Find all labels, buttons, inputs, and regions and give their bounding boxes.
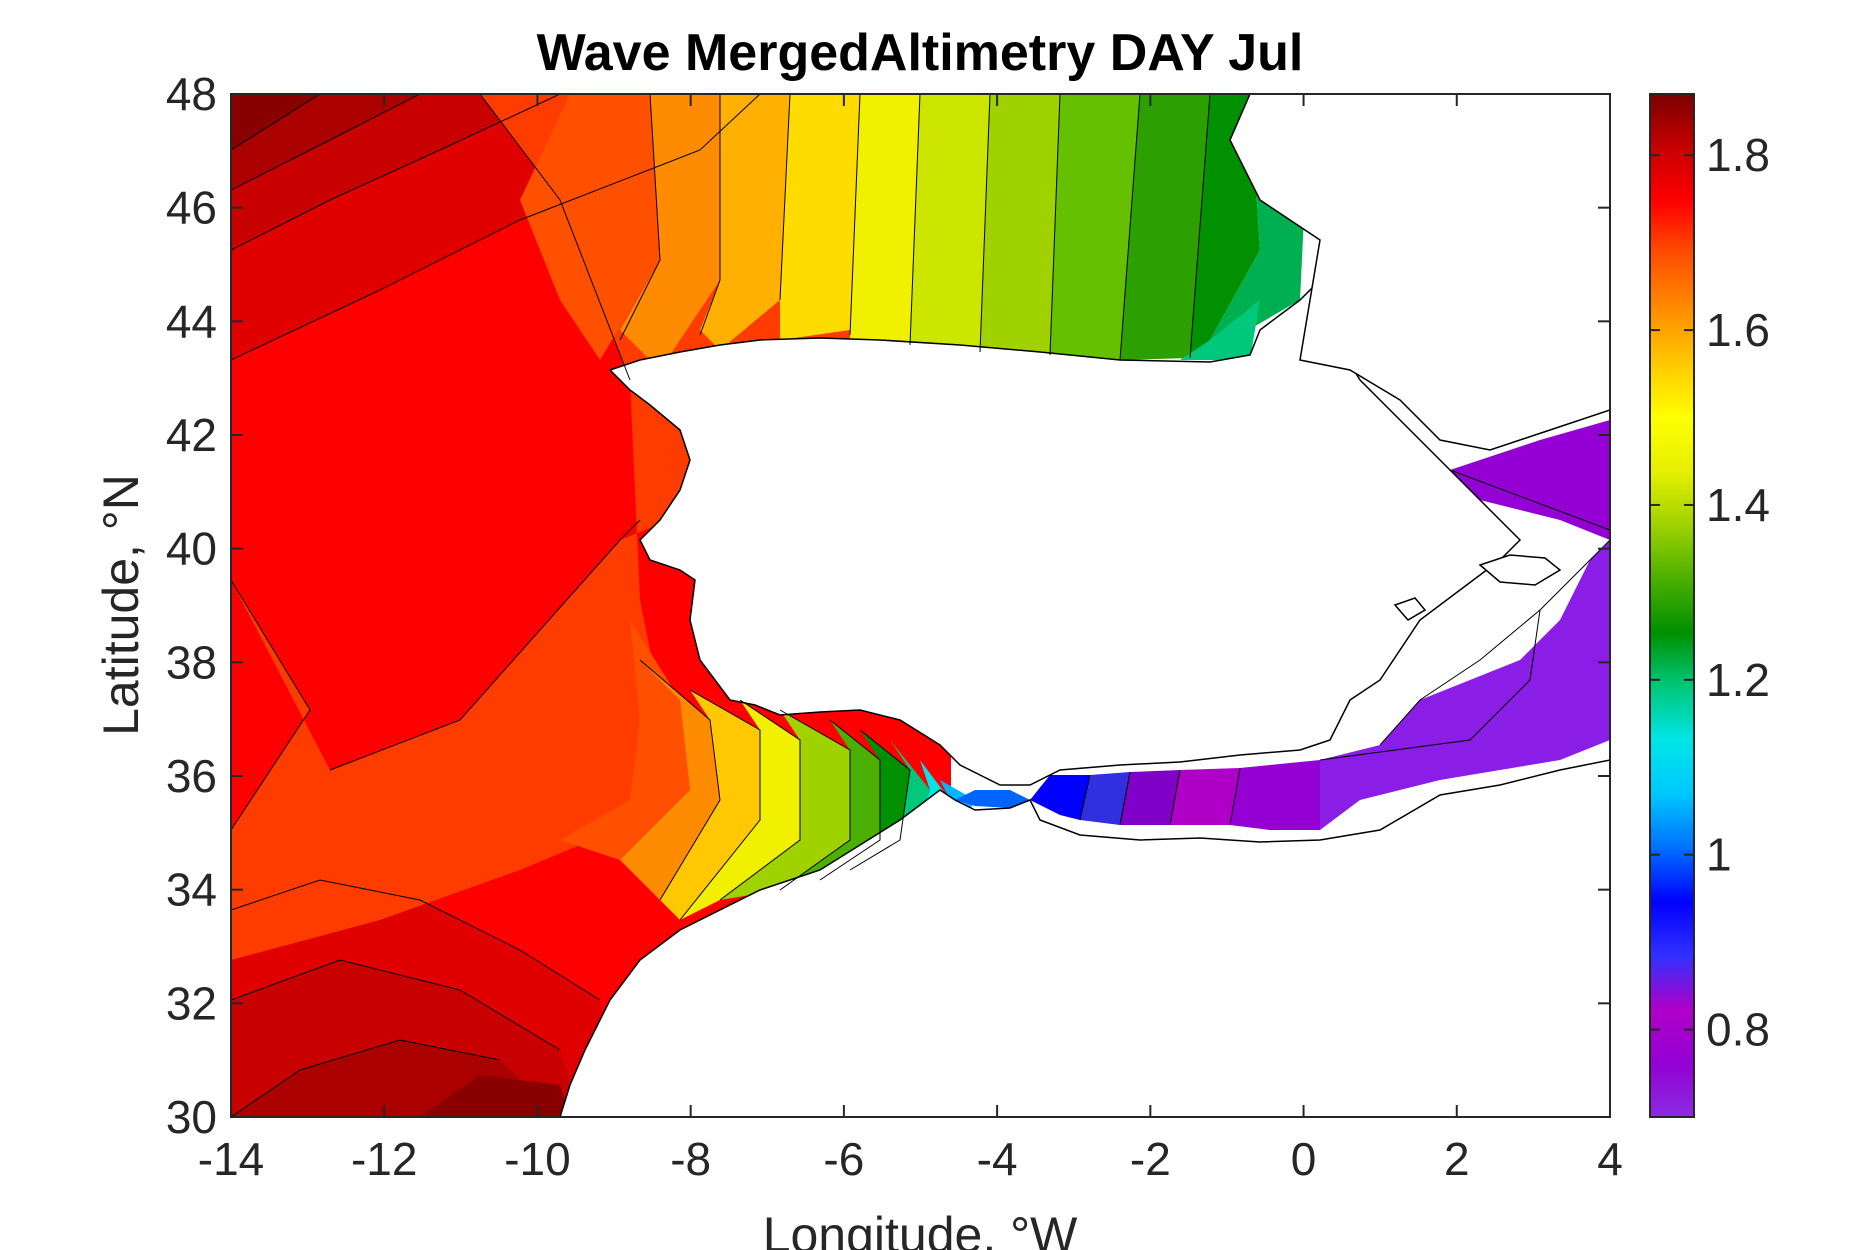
contour-band-alboran-5 <box>1230 760 1320 830</box>
contour-band-biscay-5 <box>850 94 920 345</box>
colorbar-tick-label: 1.2 <box>1706 654 1770 706</box>
contour-line <box>1169 769 1181 826</box>
contour-line <box>231 879 601 1001</box>
north-africa-land <box>558 759 1611 1118</box>
contour-band-cadiz-1 <box>560 620 690 860</box>
y-axis-label: Latitude, °N <box>93 474 149 736</box>
contour-line <box>231 94 561 251</box>
x-tick-label: -12 <box>351 1133 417 1185</box>
contour-line <box>719 699 801 901</box>
y-tick-label: 38 <box>166 636 217 688</box>
y-tick-label: 36 <box>166 750 217 802</box>
colorbar-tick-label: 1.6 <box>1706 304 1770 356</box>
contour-line <box>1049 94 1061 356</box>
y-tick-label: 42 <box>166 409 217 461</box>
contour-line <box>329 519 641 771</box>
contour-band-alboran-2 <box>1080 772 1130 825</box>
contour-line <box>1189 94 1211 359</box>
contour-band-cadiz-4 <box>680 700 800 920</box>
contour-band-cadiz-3 <box>660 690 760 920</box>
x-tick-label: -8 <box>670 1133 711 1185</box>
contour-band-biscay-1 <box>520 94 660 360</box>
contour-band-biscay-4 <box>780 94 860 340</box>
contour-line <box>1449 469 1610 531</box>
x-tick-label: -6 <box>823 1133 864 1185</box>
contour-line <box>231 1039 501 1117</box>
contour-band-alboran-4 <box>1170 768 1240 825</box>
contour-band-biscay-6 <box>910 94 990 352</box>
contour-band-strait <box>955 790 1030 808</box>
y-tick-label: 46 <box>166 182 217 234</box>
contour-band-med-north <box>1450 420 1610 540</box>
x-tick-label: -10 <box>504 1133 570 1185</box>
x-axis-label: Longitude, °W <box>763 1207 1078 1250</box>
contour-line <box>909 94 921 346</box>
contour-line <box>819 719 881 881</box>
y-tick-label: 34 <box>166 864 217 916</box>
contour-line <box>679 689 761 921</box>
colorbar: 0.8 1 1.2 1.4 1.6 1.8 <box>1649 93 1770 1118</box>
contour-line <box>779 709 851 891</box>
med-sea-fill <box>1320 540 1610 830</box>
contour-line <box>849 729 911 871</box>
iberia-land <box>608 278 1522 786</box>
balearic-mallorca <box>1478 554 1562 586</box>
france-land <box>1229 93 1611 451</box>
colorbar-gradient <box>1649 93 1695 1118</box>
contour-band-cadiz-2 <box>620 660 720 900</box>
contour-band-cadiz-5 <box>720 710 850 900</box>
contour-line <box>231 94 421 191</box>
axis-ticks: -14 -12 -10 -8 -6 -4 -2 0 2 4 30 32 34 36 38 40 42 44 46 48 <box>166 68 1623 1185</box>
x-tick-label: 2 <box>1444 1133 1470 1185</box>
contour-lines <box>231 94 1610 1117</box>
contour-band-sw-4 <box>420 1075 570 1117</box>
x-tick-label: -4 <box>977 1133 1018 1185</box>
contour-line <box>1119 771 1131 826</box>
colorbar-tick-label: 0.8 <box>1706 1004 1770 1056</box>
contour-line <box>1319 609 1541 761</box>
colorbar-ticks: 0.8 1 1.2 1.4 1.6 1.8 <box>1650 129 1770 1056</box>
x-tick-label: 0 <box>1291 1133 1317 1185</box>
contour-band-biscay-2 <box>620 94 720 370</box>
contour-line <box>479 94 631 381</box>
x-tick-label: -14 <box>198 1133 264 1185</box>
contour-line <box>699 94 721 336</box>
colorbar-tick-label: 1 <box>1706 829 1732 881</box>
contour-line <box>619 94 661 341</box>
x-tick-label: 4 <box>1597 1133 1623 1185</box>
axes-box <box>230 93 1611 1118</box>
contour-line <box>849 94 861 336</box>
balearic-ibiza <box>1393 597 1427 621</box>
land-masses <box>558 93 1611 1118</box>
x-tick-label: -2 <box>1130 1133 1171 1185</box>
contour-band-biscay-7 <box>980 94 1060 355</box>
chart-title: Wave MergedAltimetry DAY Jul <box>537 24 1304 82</box>
colorbar-tick-label: 1.4 <box>1706 479 1770 531</box>
contour-band-alboran-3 <box>1120 770 1180 825</box>
contour-line <box>1079 774 1091 821</box>
contour-line <box>231 94 321 151</box>
y-tick-label: 48 <box>166 68 217 120</box>
y-tick-label: 44 <box>166 295 217 347</box>
contour-line <box>639 659 721 901</box>
contour-line <box>231 959 561 1051</box>
colorbar-tick-label: 1.8 <box>1706 129 1770 181</box>
contour-line <box>779 94 791 301</box>
y-tick-label: 30 <box>166 1091 217 1143</box>
plot-area: -14 -12 -10 -8 -6 -4 -2 0 2 4 30 32 34 36 38 40 42 44 46 48 <box>166 68 1623 1185</box>
y-tick-label: 32 <box>166 977 217 1029</box>
contour-band-biscay-3 <box>700 94 790 350</box>
contour-band-alboran-1 <box>1030 775 1090 820</box>
contour-line <box>1119 94 1141 361</box>
contour-band-biscay-9 <box>1120 94 1210 360</box>
contour-band-biscay-8 <box>1050 94 1140 360</box>
y-tick-label: 40 <box>166 523 217 575</box>
contour-line <box>1229 767 1241 826</box>
contour-line <box>1379 539 1610 746</box>
contour-line <box>231 579 311 831</box>
contour-band-biscay-12 <box>1180 300 1260 360</box>
contour-line <box>979 94 991 353</box>
